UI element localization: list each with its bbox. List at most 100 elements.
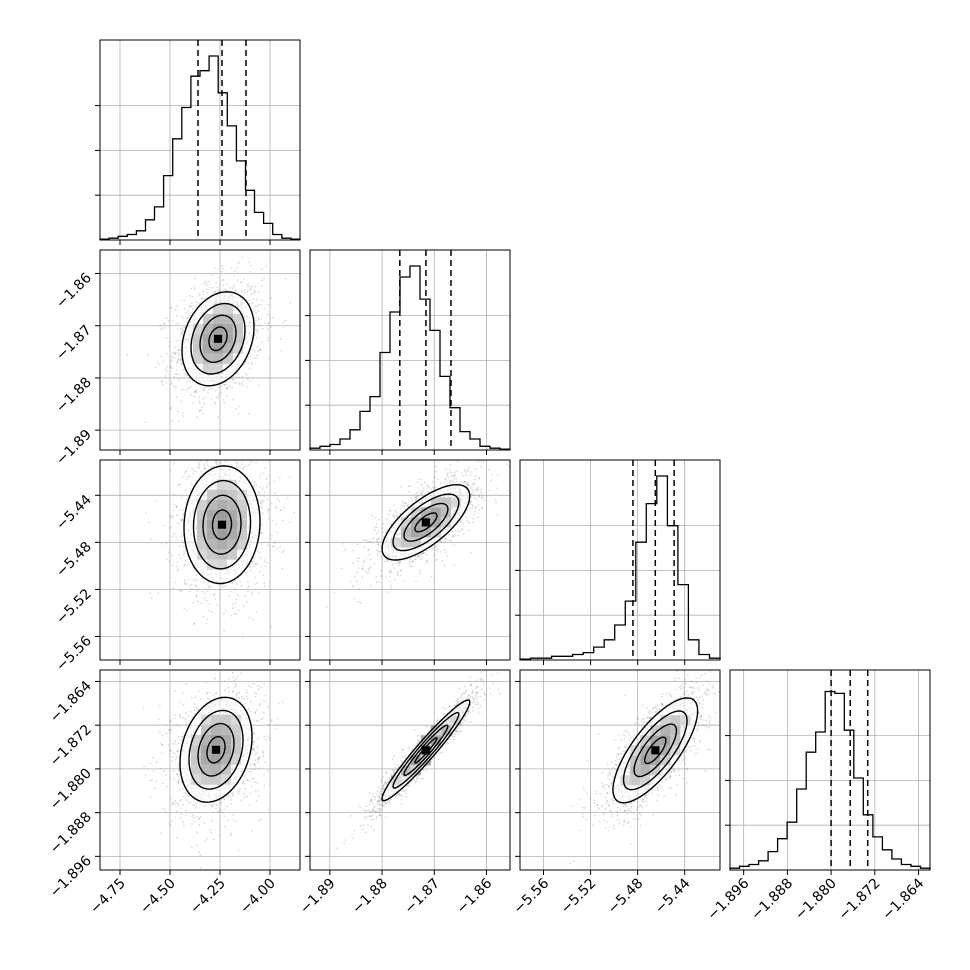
scatter-point xyxy=(382,523,385,525)
scatter-point xyxy=(234,451,236,453)
scatter-point xyxy=(447,476,449,478)
scatter-point xyxy=(221,265,224,267)
scatter-point xyxy=(453,563,455,566)
scatter-point xyxy=(179,816,182,819)
scatter-point xyxy=(257,310,260,312)
scatter-point xyxy=(401,504,404,507)
scatter-point xyxy=(409,565,412,567)
scatter-point xyxy=(252,480,255,483)
scatter-point xyxy=(238,699,241,702)
scatter-point xyxy=(373,529,376,532)
scatter-point xyxy=(262,487,264,490)
scatter-point xyxy=(235,683,238,686)
scatter-point xyxy=(250,701,252,703)
scatter-point xyxy=(240,446,242,448)
scatter-point xyxy=(275,506,278,509)
scatter-point xyxy=(180,739,183,742)
scatter-point xyxy=(179,713,181,716)
scatter-point xyxy=(209,603,211,605)
scatter-point xyxy=(266,541,269,544)
scatter-point xyxy=(258,767,260,769)
scatter-point xyxy=(166,352,169,355)
scatter-point xyxy=(262,500,265,503)
scatter-point xyxy=(204,467,206,469)
scatter-point xyxy=(198,409,201,412)
scatter-point xyxy=(465,474,468,476)
scatter-point xyxy=(187,309,189,312)
scatter-point xyxy=(241,636,244,638)
scatter-point xyxy=(241,256,244,259)
scatter-point xyxy=(261,499,263,502)
contour-level-3 xyxy=(181,291,255,387)
scatter-point xyxy=(394,578,396,581)
scatter-point xyxy=(446,555,449,558)
scatter-point xyxy=(364,538,367,541)
scatter-point xyxy=(252,298,255,300)
scatter-point xyxy=(180,519,183,522)
scatter-point xyxy=(449,480,451,482)
scatter-point xyxy=(165,542,168,545)
scatter-point xyxy=(333,592,336,594)
scatter-point xyxy=(255,799,258,802)
scatter-point xyxy=(200,409,203,412)
scatter-point xyxy=(208,389,210,391)
scatter-point xyxy=(182,508,185,511)
scatter-point xyxy=(353,597,356,600)
scatter-point xyxy=(473,513,475,516)
scatter-point xyxy=(415,493,417,496)
scatter-point xyxy=(379,575,382,577)
scatter-point xyxy=(415,496,418,498)
scatter-point xyxy=(368,567,370,570)
scatter-point xyxy=(240,281,242,284)
scatter-point xyxy=(251,829,253,832)
scatter-point xyxy=(254,576,257,579)
scatter-point xyxy=(260,523,263,526)
scatter-point xyxy=(229,590,232,593)
scatter-point xyxy=(175,322,177,325)
scatter-point xyxy=(179,545,181,548)
scatter-point xyxy=(253,732,256,735)
scatter-point xyxy=(188,475,191,478)
scatter-point xyxy=(472,521,475,523)
scatter-point xyxy=(171,554,173,557)
scatter-point xyxy=(184,549,187,551)
scatter-point xyxy=(230,378,233,380)
scatter-point xyxy=(246,447,248,449)
scatter-point xyxy=(444,540,446,543)
scatter-point xyxy=(257,493,260,495)
scatter-point xyxy=(177,522,179,525)
scatter-point xyxy=(170,406,173,409)
scatter-point xyxy=(307,437,309,439)
scatter-point xyxy=(390,570,392,572)
scatter-point xyxy=(194,455,196,457)
scatter-point xyxy=(202,580,205,583)
scatter-point xyxy=(390,584,393,587)
scatter-point xyxy=(397,560,400,563)
scatter-point xyxy=(236,466,239,469)
scatter-point xyxy=(147,521,150,524)
scatter-point xyxy=(241,290,243,292)
scatter-point xyxy=(187,563,190,565)
scatter-point xyxy=(206,590,209,592)
scatter-point xyxy=(169,777,171,780)
scatter-point xyxy=(170,365,172,367)
scatter-point xyxy=(408,563,411,565)
scatter-point xyxy=(444,468,447,470)
scatter-point xyxy=(278,500,280,503)
scatter-point xyxy=(256,354,258,357)
panel-body xyxy=(142,671,284,869)
scatter-point xyxy=(453,475,456,478)
scatter-point xyxy=(184,563,187,566)
scatter-point xyxy=(463,480,466,483)
scatter-point xyxy=(168,345,171,347)
scatter-point xyxy=(242,466,245,468)
scatter-point xyxy=(206,583,209,586)
scatter-point xyxy=(165,382,168,384)
scatter-point xyxy=(267,724,270,726)
scatter-point xyxy=(173,532,175,535)
scatter-point xyxy=(495,502,497,504)
scatter-point xyxy=(259,348,262,351)
scatter-point xyxy=(192,622,195,624)
scatter-point xyxy=(179,799,182,802)
scatter-point xyxy=(445,538,448,541)
